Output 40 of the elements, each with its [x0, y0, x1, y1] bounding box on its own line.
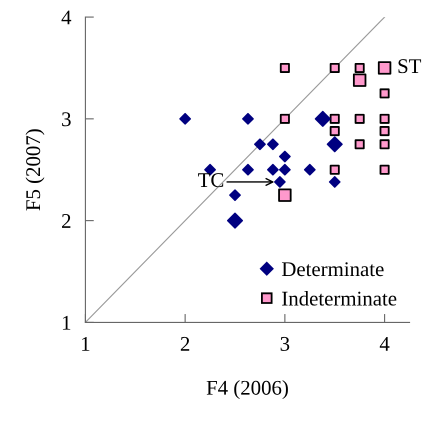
- point: [267, 138, 279, 150]
- point: [330, 164, 340, 175]
- point: [242, 164, 254, 176]
- x-tick-label: 3: [280, 336, 290, 351]
- x-axis-title: F4 (2006): [206, 380, 288, 400]
- point: [380, 164, 390, 175]
- point: [242, 112, 254, 125]
- y-tick-label: 2: [62, 214, 70, 228]
- y-tick-label: 1: [62, 316, 70, 330]
- y-tick-label: 3: [62, 112, 71, 126]
- point: [354, 139, 365, 150]
- point: [280, 114, 290, 124]
- y-axis-title: F5 (2007): [26, 129, 44, 211]
- annotation: ST: [398, 59, 422, 74]
- point: [354, 62, 365, 73]
- y-tick-label: 4: [62, 10, 72, 24]
- annotation: TC: [198, 173, 224, 188]
- point: [380, 126, 390, 136]
- point: [330, 126, 340, 136]
- point: [330, 114, 340, 124]
- legend-label: Determinate: [282, 262, 384, 276]
- point: [328, 176, 341, 188]
- point: [330, 62, 340, 73]
- legend-label: Indeterminate: [282, 290, 396, 306]
- point: [304, 164, 316, 176]
- point: [267, 164, 279, 176]
- point: [278, 150, 291, 162]
- point: [354, 114, 365, 124]
- x-tick-label: 1: [82, 336, 90, 351]
- point: [274, 176, 286, 188]
- x-tick-label: 4: [380, 337, 390, 351]
- point: [254, 138, 266, 150]
- point: [380, 114, 390, 124]
- x-tick-label: 2: [180, 336, 190, 351]
- point: [280, 62, 290, 73]
- point: [179, 112, 192, 125]
- point: [278, 164, 291, 176]
- point: [380, 139, 390, 150]
- point: [380, 88, 390, 98]
- point: [229, 189, 241, 202]
